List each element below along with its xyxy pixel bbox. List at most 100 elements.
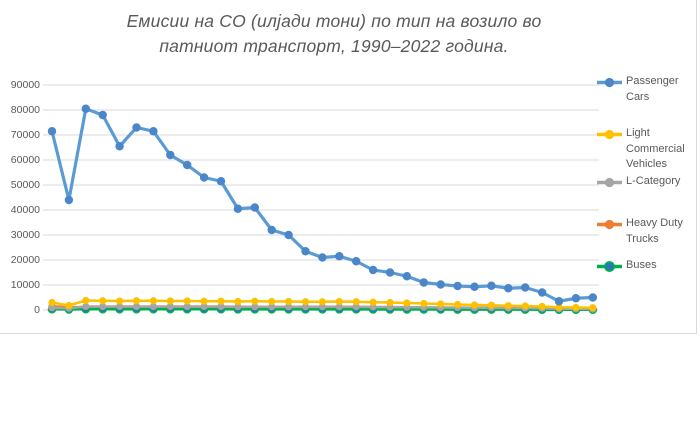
y-axis-tick-label: 10000 — [10, 278, 40, 291]
data-point-light-commercial-vehicles[interactable] — [420, 299, 428, 308]
data-point-light-commercial-vehicles[interactable] — [268, 297, 276, 306]
data-point-light-commercial-vehicles[interactable] — [132, 297, 141, 305]
data-point-l-category[interactable] — [285, 303, 293, 311]
data-point-l-category[interactable] — [268, 303, 276, 311]
legend-item-passenger-cars[interactable]: Passenger Cars — [596, 74, 698, 105]
legend-item-heavy-duty-trucks[interactable]: Heavy Duty Trucks — [596, 216, 698, 247]
data-point-passenger-cars[interactable] — [199, 173, 209, 182]
plot-area — [43, 84, 599, 315]
data-point-light-commercial-vehicles[interactable] — [285, 297, 293, 306]
data-point-light-commercial-vehicles[interactable] — [48, 298, 56, 307]
y-axis-tick-label: 80000 — [10, 103, 40, 116]
series-passenger-cars[interactable] — [47, 104, 597, 306]
data-point-passenger-cars[interactable] — [318, 253, 327, 262]
data-point-light-commercial-vehicles[interactable] — [369, 298, 377, 306]
data-point-passenger-cars[interactable] — [132, 123, 141, 132]
legend-item-light-commercial-vehicles[interactable]: Light Commercial Vehicles — [596, 126, 698, 173]
data-point-light-commercial-vehicles[interactable] — [166, 297, 174, 305]
data-point-passenger-cars[interactable] — [385, 268, 395, 277]
data-point-l-category[interactable] — [48, 304, 56, 312]
data-point-l-category[interactable] — [234, 303, 242, 311]
data-point-light-commercial-vehicles[interactable] — [504, 302, 512, 310]
data-point-l-category[interactable] — [132, 302, 141, 311]
data-point-passenger-cars[interactable] — [368, 265, 378, 275]
data-point-light-commercial-vehicles[interactable] — [386, 298, 394, 307]
data-point-light-commercial-vehicles[interactable] — [572, 303, 580, 312]
data-point-passenger-cars[interactable] — [537, 288, 547, 297]
y-axis-tick-label: 90000 — [10, 78, 40, 91]
data-point-l-category[interactable] — [251, 303, 259, 311]
data-point-l-category[interactable] — [99, 302, 107, 311]
data-point-light-commercial-vehicles[interactable] — [301, 298, 310, 306]
data-point-light-commercial-vehicles[interactable] — [487, 301, 495, 309]
data-point-light-commercial-vehicles[interactable] — [538, 302, 546, 311]
data-point-light-commercial-vehicles[interactable] — [335, 297, 343, 306]
data-point-l-category[interactable] — [352, 303, 360, 311]
data-point-light-commercial-vehicles[interactable] — [234, 297, 242, 306]
data-point-passenger-cars[interactable] — [115, 142, 124, 151]
data-point-light-commercial-vehicles[interactable] — [82, 296, 90, 305]
data-point-passenger-cars[interactable] — [352, 257, 361, 266]
data-point-light-commercial-vehicles[interactable] — [183, 297, 191, 305]
data-point-light-commercial-vehicles[interactable] — [555, 303, 563, 311]
data-point-passenger-cars[interactable] — [267, 225, 276, 235]
data-point-passenger-cars[interactable] — [301, 247, 310, 256]
legend-item-l-category[interactable]: L-Category — [596, 174, 698, 190]
data-point-passenger-cars[interactable] — [81, 104, 91, 113]
data-point-passenger-cars[interactable] — [98, 110, 107, 120]
data-point-passenger-cars[interactable] — [284, 230, 293, 240]
data-point-light-commercial-vehicles[interactable] — [200, 297, 208, 305]
data-point-passenger-cars[interactable] — [487, 281, 496, 290]
data-point-light-commercial-vehicles[interactable] — [589, 304, 597, 312]
data-point-l-category[interactable] — [335, 303, 343, 311]
data-point-passenger-cars[interactable] — [588, 293, 597, 302]
legend-marker-icon — [597, 219, 622, 230]
data-point-passenger-cars[interactable] — [183, 160, 192, 170]
data-point-light-commercial-vehicles[interactable] — [521, 302, 529, 310]
data-point-l-category[interactable] — [200, 302, 208, 311]
data-point-l-category[interactable] — [166, 302, 174, 311]
data-point-l-category[interactable] — [82, 302, 90, 311]
data-point-passenger-cars[interactable] — [250, 203, 259, 212]
data-point-light-commercial-vehicles[interactable] — [352, 298, 360, 306]
data-point-passenger-cars[interactable] — [521, 283, 530, 292]
data-point-light-commercial-vehicles[interactable] — [470, 301, 479, 309]
data-point-light-commercial-vehicles[interactable] — [437, 300, 445, 308]
series-light-commercial-vehicles[interactable] — [48, 296, 597, 312]
data-point-passenger-cars[interactable] — [47, 127, 57, 136]
data-point-l-category[interactable] — [217, 302, 225, 311]
data-point-light-commercial-vehicles[interactable] — [454, 300, 462, 309]
data-point-light-commercial-vehicles[interactable] — [149, 297, 157, 305]
data-point-l-category[interactable] — [149, 302, 157, 311]
data-point-passenger-cars[interactable] — [402, 272, 412, 281]
data-point-l-category[interactable] — [183, 302, 191, 311]
data-point-passenger-cars[interactable] — [335, 252, 344, 261]
y-axis-tick-label: 60000 — [10, 153, 40, 166]
data-point-light-commercial-vehicles[interactable] — [99, 297, 107, 305]
data-point-light-commercial-vehicles[interactable] — [217, 297, 225, 305]
chart-frame[interactable] — [0, 0, 697, 334]
data-point-passenger-cars[interactable] — [233, 204, 243, 213]
data-point-passenger-cars[interactable] — [149, 127, 158, 136]
data-point-light-commercial-vehicles[interactable] — [65, 301, 73, 310]
data-point-passenger-cars[interactable] — [504, 284, 513, 293]
data-point-light-commercial-vehicles[interactable] — [318, 298, 326, 306]
data-point-passenger-cars[interactable] — [571, 294, 581, 303]
data-point-passenger-cars[interactable] — [419, 278, 428, 287]
data-point-passenger-cars[interactable] — [216, 177, 226, 186]
data-point-light-commercial-vehicles[interactable] — [251, 297, 259, 305]
series-line-passenger-cars[interactable] — [50, 107, 595, 303]
data-point-light-commercial-vehicles[interactable] — [116, 297, 124, 305]
data-point-light-commercial-vehicles[interactable] — [403, 299, 411, 307]
data-point-passenger-cars[interactable] — [436, 280, 445, 289]
data-point-passenger-cars[interactable] — [554, 297, 564, 306]
data-point-passenger-cars[interactable] — [470, 282, 479, 291]
data-point-passenger-cars[interactable] — [166, 150, 175, 160]
data-point-l-category[interactable] — [116, 302, 124, 311]
chart-title[interactable]: Емисии на CO (илјади тони) по тип на воз… — [126, 11, 542, 56]
data-point-l-category[interactable] — [318, 303, 326, 311]
legend-item-buses[interactable]: Buses — [596, 258, 698, 274]
data-point-passenger-cars[interactable] — [64, 195, 74, 205]
data-point-passenger-cars[interactable] — [453, 281, 462, 291]
data-point-l-category[interactable] — [301, 303, 310, 311]
